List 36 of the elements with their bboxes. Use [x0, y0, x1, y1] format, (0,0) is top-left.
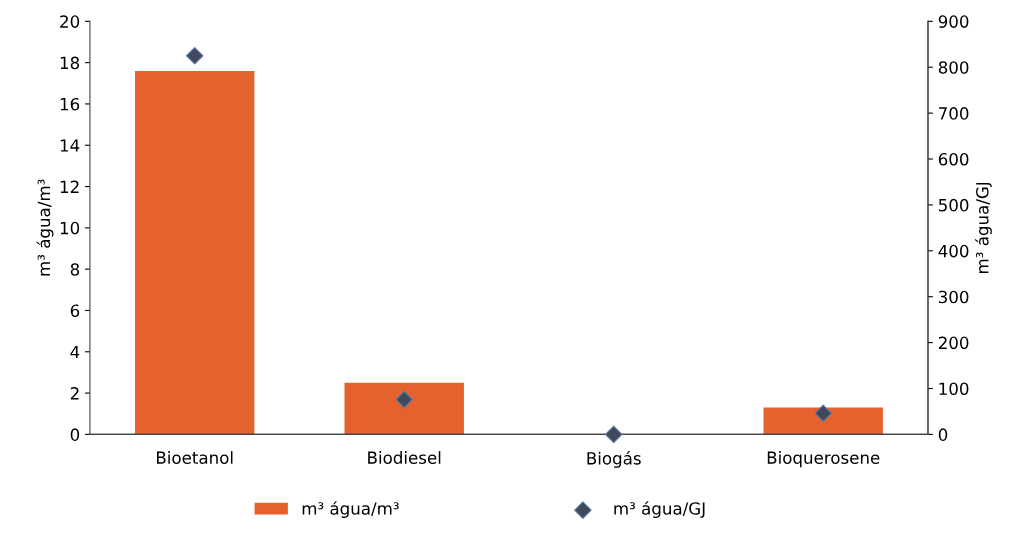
- y2-tick-label: 200: [938, 336, 969, 350]
- y-tick-label: 2: [70, 387, 79, 400]
- y2-tick-label: 300: [938, 290, 969, 304]
- y2-tick-label: 800: [938, 61, 969, 74]
- y2-tick-label: 400: [938, 244, 969, 258]
- legend-label: m³ água/m³: [302, 501, 399, 518]
- bar: [134, 70, 255, 435]
- point: [395, 390, 413, 409]
- y2-tick-label: 100: [939, 382, 969, 396]
- point: [604, 425, 623, 444]
- y2-tick-label: 500: [938, 198, 969, 212]
- y-tick-label: 12: [60, 180, 79, 193]
- y2-tick-label: 900: [938, 15, 969, 28]
- y-tick-label: 14: [60, 139, 80, 152]
- x-tick-label: Bioetanol: [157, 451, 233, 464]
- y-tick-label: 20: [60, 15, 80, 28]
- bar: [344, 382, 464, 435]
- point: [185, 46, 204, 65]
- y2-tick-label: 600: [938, 152, 969, 166]
- x-tick-label: Bioquerosene: [767, 451, 880, 468]
- y-tick-label: 6: [70, 304, 80, 318]
- y2-tick-label: 0: [938, 428, 948, 441]
- legend-label: m³ água/GJ: [614, 501, 705, 518]
- y-tick-label: 8: [70, 263, 80, 276]
- x-tick-label: Biogás: [587, 451, 641, 468]
- point: [814, 404, 832, 423]
- y-axis-title: m³ água/m³: [36, 179, 54, 276]
- y-tick-label: 18: [60, 56, 80, 70]
- y-tick-label: 0: [70, 428, 80, 441]
- bar: [763, 407, 883, 435]
- x-tick-label: Biodiesel: [368, 451, 441, 464]
- y-tick-label: 10: [60, 221, 80, 235]
- y-tick-label: 4: [70, 345, 80, 359]
- y-tick-label: 16: [60, 97, 80, 111]
- y2-tick-label: 700: [939, 107, 969, 120]
- y2-axis-title: m³ água/GJ: [975, 182, 992, 273]
